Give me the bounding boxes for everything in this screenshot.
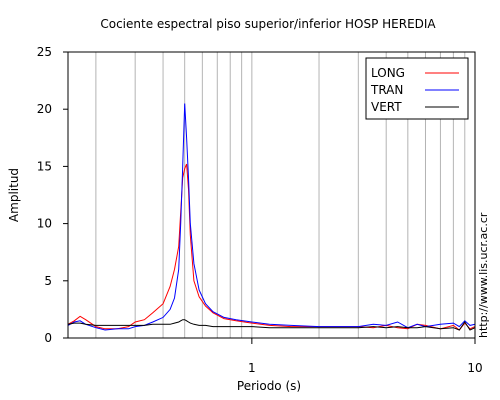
series-line-tran [67, 103, 476, 331]
series-line-vert [67, 319, 476, 331]
y-axis-ticks: 0 5 10 15 20 25 [37, 45, 68, 345]
x-tick-label: 10 [467, 361, 482, 375]
legend: LONG TRAN VERT [365, 57, 469, 120]
x-tick-label: 1 [248, 361, 256, 375]
legend-label-tran: TRAN [370, 83, 403, 97]
y-tick-label: 5 [44, 274, 52, 288]
x-axis-ticks: 1 10 [248, 338, 483, 375]
legend-box [365, 57, 469, 120]
legend-label-vert: VERT [371, 100, 402, 114]
chart-title: Cociente espectral piso superior/inferio… [100, 17, 436, 31]
y-tick-label: 0 [44, 331, 52, 345]
credit-url: http://www.lis.ucr.ac.cr [477, 212, 490, 338]
y-axis-label: Amplitud [7, 168, 21, 222]
y-tick-label: 15 [37, 159, 52, 173]
series-lines [67, 103, 476, 331]
plot-frame [67, 51, 476, 339]
series-line-long [67, 163, 476, 331]
x-axis-label: Periodo (s) [237, 379, 301, 393]
y-tick-label: 25 [37, 45, 52, 59]
y-tick-label: 20 [37, 102, 52, 116]
y-tick-label: 10 [37, 217, 52, 231]
legend-label-long: LONG [371, 66, 405, 80]
